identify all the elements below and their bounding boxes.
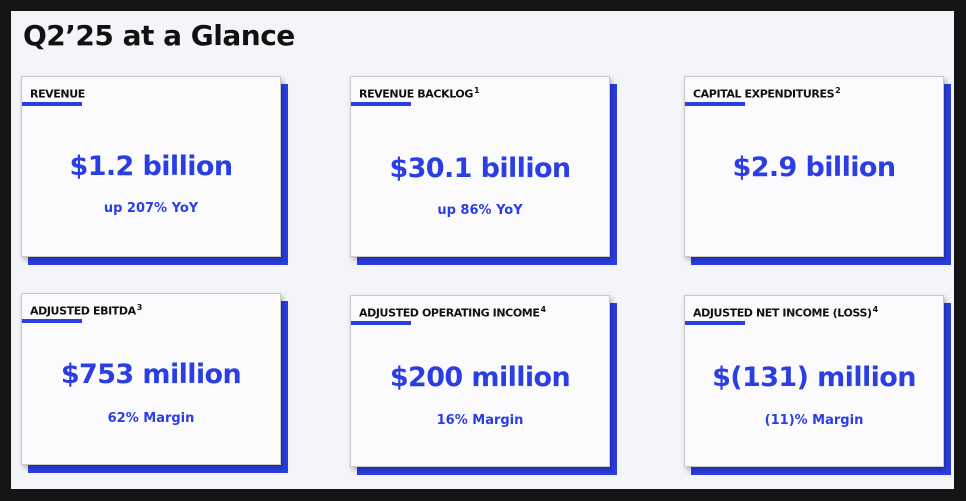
adjusted-operating-income-card: ADJUSTED OPERATING INCOME4 $200 million …: [350, 295, 617, 475]
card-subtext: 16% Margin: [436, 413, 524, 428]
footnote-marker: 4: [540, 305, 546, 314]
card-label-text: ADJUSTED OPERATING INCOME: [359, 306, 540, 320]
card-body: CAPITAL EXPENDITURES2 $2.9 billion: [684, 76, 944, 257]
card-value: $1.2 billion: [69, 151, 234, 182]
card-subtext: up 207% YoY: [103, 201, 199, 216]
card-subtext: up 86% YoY: [437, 203, 523, 218]
card-label: ADJUSTED NET INCOME (LOSS)4: [693, 305, 878, 320]
accent-bar: [685, 321, 745, 325]
card-body: ADJUSTED EBITDA3 $753 million 62% Margin: [21, 293, 281, 465]
card-label-text: ADJUSTED NET INCOME (LOSS): [693, 306, 872, 320]
card-body: REVENUE BACKLOG1 $30.1 billion up 86% Yo…: [350, 76, 610, 257]
card-value: $30.1 billion: [389, 153, 571, 184]
card-subtext: 62% Margin: [107, 411, 195, 426]
accent-bar: [685, 102, 745, 106]
accent-bar: [351, 321, 411, 325]
card-body: ADJUSTED OPERATING INCOME4 $200 million …: [350, 295, 610, 467]
revenue-backlog-card: REVENUE BACKLOG1 $30.1 billion up 86% Yo…: [350, 76, 617, 265]
card-label-text: CAPITAL EXPENDITURES: [693, 87, 835, 101]
card-value: $(131) million: [712, 362, 916, 393]
card-label: CAPITAL EXPENDITURES2: [693, 86, 841, 101]
card-body: ADJUSTED NET INCOME (LOSS)4 $(131) milli…: [684, 295, 944, 467]
card-value: $200 million: [389, 362, 571, 393]
card-value: $2.9 billion: [732, 152, 897, 183]
footnote-marker: 2: [835, 86, 841, 95]
page-title: Q2’25 at a Glance: [23, 19, 295, 52]
card-value: $753 million: [60, 359, 242, 390]
slide: Q2’25 at a Glance REVENUE $1.2 billion u…: [11, 11, 954, 489]
card-label-text: REVENUE BACKLOG: [359, 87, 473, 101]
card-label-text: ADJUSTED EBITDA: [30, 304, 136, 318]
card-label: REVENUE: [30, 86, 86, 101]
footnote-marker: 1: [474, 86, 480, 95]
revenue-card: REVENUE $1.2 billion up 207% YoY: [21, 76, 288, 265]
card-body: REVENUE $1.2 billion up 207% YoY: [21, 76, 281, 257]
card-subtext: (11)% Margin: [764, 413, 864, 428]
adjusted-ebitda-card: ADJUSTED EBITDA3 $753 million 62% Margin: [21, 293, 288, 473]
capital-expenditures-card: CAPITAL EXPENDITURES2 $2.9 billion: [684, 76, 951, 265]
card-label: ADJUSTED EBITDA3: [30, 303, 142, 318]
card-label-text: REVENUE: [30, 87, 85, 101]
accent-bar: [351, 102, 411, 106]
card-label: REVENUE BACKLOG1: [359, 86, 480, 101]
card-label: ADJUSTED OPERATING INCOME4: [359, 305, 546, 320]
adjusted-net-income-card: ADJUSTED NET INCOME (LOSS)4 $(131) milli…: [684, 295, 951, 475]
accent-bar: [22, 102, 82, 106]
accent-bar: [22, 319, 82, 323]
footnote-marker: 4: [872, 305, 879, 314]
footnote-marker: 3: [136, 303, 143, 312]
